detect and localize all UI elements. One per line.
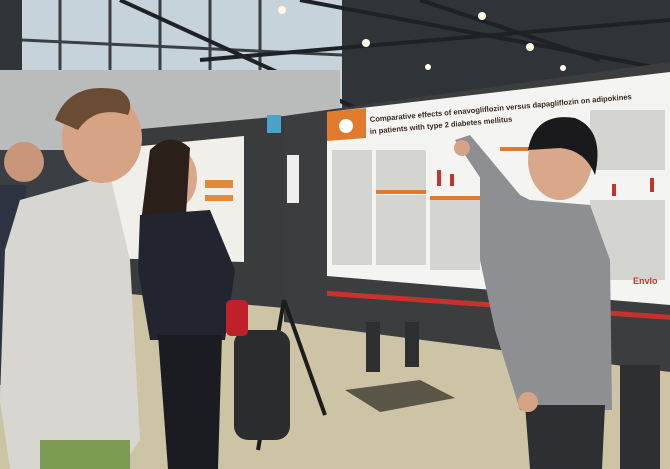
person-blazer bbox=[480, 175, 612, 410]
poster-chart-bars bbox=[437, 170, 654, 196]
poster-left-figure bbox=[205, 180, 233, 188]
person-trousers bbox=[158, 335, 222, 469]
poster-logo-drop bbox=[339, 119, 353, 133]
backpack bbox=[234, 330, 290, 440]
person-hair bbox=[55, 88, 131, 130]
person-trousers bbox=[525, 405, 605, 469]
person-hair bbox=[140, 139, 190, 230]
person-arm bbox=[455, 135, 520, 215]
person-hand bbox=[454, 140, 470, 156]
person-blazer bbox=[138, 210, 235, 340]
poster-section-bars bbox=[376, 147, 530, 200]
person-trousers bbox=[40, 440, 130, 469]
person-hand bbox=[518, 392, 538, 412]
handbag bbox=[226, 300, 248, 336]
ceiling-lights bbox=[278, 6, 566, 71]
person-hair bbox=[528, 117, 598, 175]
board-number bbox=[267, 115, 281, 133]
qr-card bbox=[287, 155, 299, 203]
person-head bbox=[4, 142, 44, 182]
poster-left-figure bbox=[205, 195, 233, 201]
person-shirt bbox=[0, 175, 140, 469]
poster-logo-text: Envlo bbox=[633, 276, 658, 286]
background-people bbox=[366, 322, 660, 469]
floor-grate bbox=[345, 380, 455, 412]
